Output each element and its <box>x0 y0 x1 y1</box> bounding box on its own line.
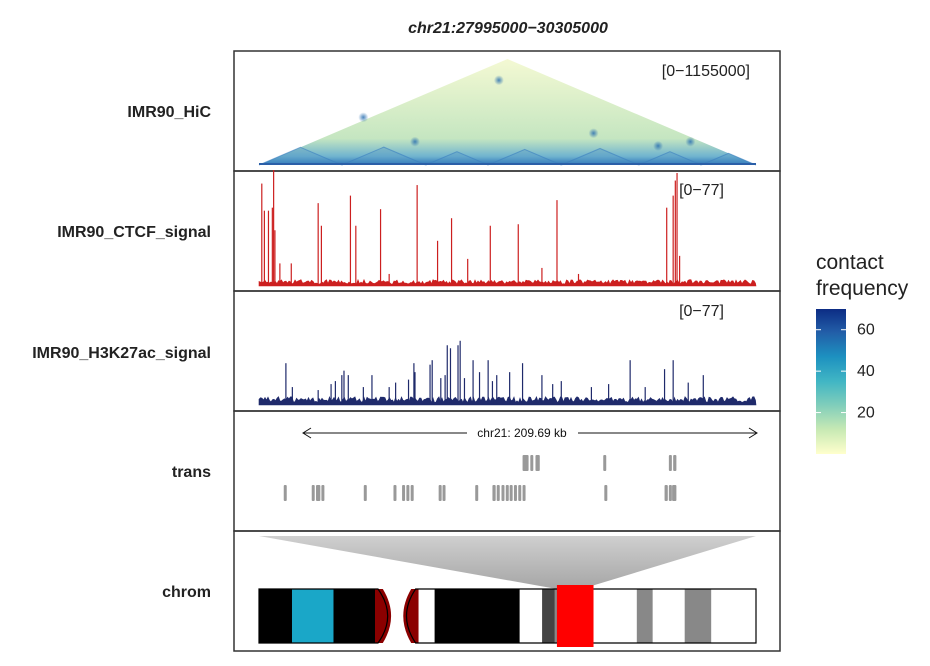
chrom-band <box>333 589 376 643</box>
chrom-band <box>434 589 520 643</box>
transcript-block <box>668 455 672 471</box>
transcript-block <box>603 455 607 471</box>
hic-hotspot <box>685 136 696 147</box>
transcript-block <box>492 485 496 501</box>
scale-bar-right-arrow <box>748 427 758 439</box>
hic-domain-border <box>638 151 702 166</box>
transcript-block <box>496 485 500 501</box>
ctcf-baseline <box>258 278 757 287</box>
ctcf-range-label: [0−77] <box>679 182 724 199</box>
transcript-block <box>475 485 479 501</box>
chrom-band <box>652 589 685 643</box>
hic-domain-border <box>341 146 426 166</box>
hic-domain-border <box>700 152 757 166</box>
transcript-block <box>513 485 517 501</box>
transcript-block <box>283 485 287 501</box>
transcript-block <box>509 485 513 501</box>
hic-domain-border <box>425 151 489 166</box>
scale-bar-label: chr21: 209.69 kb <box>477 426 567 440</box>
hic-domain <box>425 151 489 165</box>
centromere-p <box>375 589 392 643</box>
chrom-band <box>519 589 543 643</box>
hic-domain-border <box>258 146 343 166</box>
chrom-band <box>684 589 712 643</box>
transcript-block <box>505 485 509 501</box>
h3k27ac-baseline <box>258 396 757 406</box>
transcript-block <box>410 485 414 501</box>
scale-bar: chr21: 209.69 kb <box>302 426 758 440</box>
chrom-band <box>259 589 292 643</box>
track-label-chrom: chrom <box>162 584 211 601</box>
hic-hotspot <box>493 75 504 86</box>
chrom-band <box>291 589 334 643</box>
transcript-block <box>311 485 315 501</box>
transcript-block <box>530 455 534 471</box>
region-highlight <box>556 585 594 647</box>
transcript-block <box>363 485 367 501</box>
transcript-block <box>501 485 505 501</box>
hic-hotspot <box>588 128 599 139</box>
h3k27ac-signal <box>258 340 757 406</box>
chrom-arm-q-outline <box>405 588 757 644</box>
hic-hotspot <box>409 136 420 147</box>
transcript-block <box>668 485 672 501</box>
hic-range-label: [0−1155000] <box>662 63 750 80</box>
legend-tick-label: 20 <box>857 405 875 422</box>
transcript-block <box>518 485 522 501</box>
chrom-band <box>542 589 555 643</box>
chrom-arm-p-outline <box>258 588 389 644</box>
hic-hotspot <box>653 140 664 151</box>
transcript-block <box>438 485 442 501</box>
legend-ticks: 20 40 60 <box>816 322 875 422</box>
figure-title: chr21:27995000−30305000 <box>408 20 608 37</box>
scale-bar-left-arrow <box>302 427 312 439</box>
hic-diagonal <box>259 163 756 165</box>
hic-domain <box>561 148 639 165</box>
ctcf-signal <box>258 170 757 287</box>
transcript-block <box>673 455 677 471</box>
chrom-band <box>418 589 435 643</box>
hic-triangle <box>259 59 756 165</box>
zoom-connector <box>259 536 756 589</box>
transcript-block <box>402 485 406 501</box>
transcript-block <box>522 455 529 471</box>
hic-hotspot <box>358 112 369 123</box>
legend-tick-label: 40 <box>857 363 875 380</box>
hic-domain-border <box>561 147 639 166</box>
transcript-block <box>316 485 321 501</box>
track-label-hic: IMR90_HiC <box>127 104 211 121</box>
transcript-block <box>321 485 325 501</box>
track-label-trans: trans <box>172 464 211 481</box>
transcript-block <box>406 485 410 501</box>
transcript-block <box>393 485 397 501</box>
h3k27ac-range-label: [0−77] <box>679 303 724 320</box>
transcript-block <box>664 485 668 501</box>
hic-domain <box>638 151 702 165</box>
legend-title-line1: contact <box>816 251 884 274</box>
hic-domain-border <box>487 148 562 166</box>
chromosome-ideogram <box>258 536 757 647</box>
hic-heatmap <box>258 59 757 166</box>
legend-colorbar <box>816 309 846 454</box>
transcript-features <box>283 455 677 501</box>
transcript-block <box>522 485 526 501</box>
centromere-q <box>403 589 419 643</box>
transcript-block <box>535 455 540 471</box>
transcript-block <box>442 485 446 501</box>
transcript-block <box>672 485 677 501</box>
track-label-h3k27ac: IMR90_H3K27ac_signal <box>32 345 211 362</box>
hic-domain <box>341 147 426 165</box>
chrom-panel-frame <box>233 530 781 652</box>
hic-domain <box>701 153 756 165</box>
hic-domain <box>259 147 342 165</box>
transcript-block <box>604 485 608 501</box>
track-label-ctcf: IMR90_CTCF_signal <box>57 224 211 241</box>
chrom-band <box>636 589 653 643</box>
legend-tick-label: 60 <box>857 322 875 339</box>
chrom-band <box>711 589 756 643</box>
hic-domain <box>488 149 562 165</box>
legend-title-line2: frequency <box>816 277 909 300</box>
